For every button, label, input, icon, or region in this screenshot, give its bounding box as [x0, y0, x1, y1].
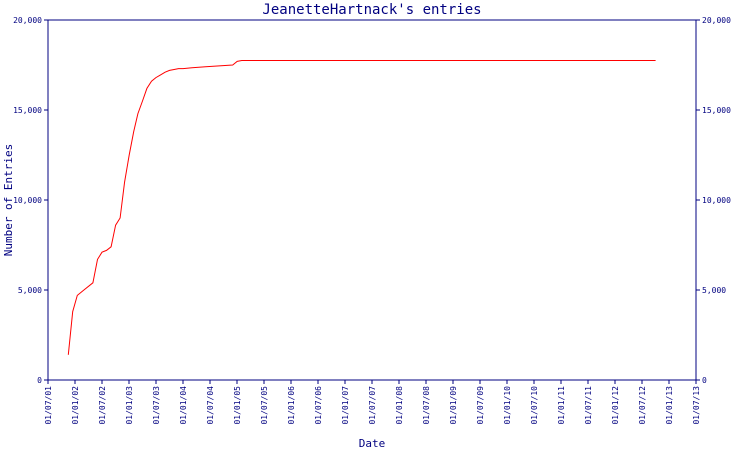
- chart-title: JeanetteHartnack's entries: [262, 2, 481, 18]
- y-tick-label-left: 5,000: [18, 286, 42, 295]
- y-axis-label: Number of Entries: [2, 144, 15, 257]
- x-tick-label: 01/01/02: [71, 386, 80, 425]
- y-tick-label-left: 15,000: [13, 106, 42, 115]
- x-tick-label: 01/07/02: [98, 386, 107, 425]
- x-tick-label: 01/01/06: [287, 386, 296, 425]
- x-tick-label: 01/07/11: [584, 386, 593, 425]
- x-tick-label: 01/07/10: [530, 386, 539, 425]
- y-tick-label-right: 20,000: [702, 16, 731, 25]
- x-tick-label: 01/01/08: [395, 386, 404, 425]
- series-line: [67, 60, 656, 355]
- x-tick-label: 01/01/10: [503, 386, 512, 425]
- x-tick-label: 01/01/07: [341, 386, 350, 425]
- x-tick-label: 01/07/01: [44, 386, 53, 425]
- x-tick-label: 01/01/09: [449, 386, 458, 425]
- x-tick-label: 01/07/04: [206, 386, 215, 425]
- x-tick-label: 01/07/05: [260, 386, 269, 425]
- y-axis-right: 0 5,000 10,000 15,000 20,000: [696, 16, 731, 385]
- x-tick-label: 01/01/05: [233, 386, 242, 425]
- x-tick-label: 01/07/03: [152, 386, 161, 425]
- y-tick-label-left: 20,000: [13, 16, 42, 25]
- y-tick-label-right: 5,000: [702, 286, 726, 295]
- x-tick-label: 01/07/08: [422, 386, 431, 425]
- x-tick-label: 01/01/04: [179, 386, 188, 425]
- x-axis-label: Date: [359, 437, 386, 450]
- x-tick-label: 01/01/11: [557, 386, 566, 425]
- x-tick-label: 01/07/09: [476, 386, 485, 425]
- y-tick-label-right: 0: [702, 376, 707, 385]
- x-tick-label: 01/07/13: [692, 386, 701, 425]
- y-tick-label-right: 15,000: [702, 106, 731, 115]
- plot-frame: [47, 19, 697, 381]
- y-tick-label-left: 0: [37, 376, 42, 385]
- y-axis-left: 0 5,000 10,000 15,000 20,000: [13, 16, 48, 385]
- y-tick-label-right: 10,000: [702, 196, 731, 205]
- x-tick-label: 01/01/12: [611, 386, 620, 425]
- y-tick-label-left: 10,000: [13, 196, 42, 205]
- x-tick-label: 01/07/12: [638, 386, 647, 425]
- x-tick-label: 01/01/03: [125, 386, 134, 425]
- x-axis: 01/07/01 01/01/02 01/07/02 01/01/03 01/07/03…: [44, 380, 701, 425]
- x-tick-label: 01/07/07: [368, 386, 377, 425]
- x-tick-label: 01/01/13: [665, 386, 674, 425]
- x-tick-label: 01/07/06: [314, 386, 323, 425]
